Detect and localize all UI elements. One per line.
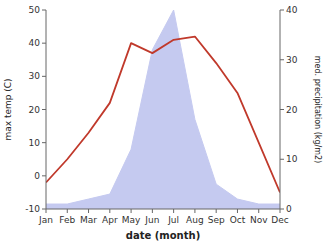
y2-tick — [280, 209, 284, 210]
x-tick-label: Sep — [208, 215, 225, 225]
x-tick-label: Apr — [102, 215, 118, 225]
y2-tick-label: 40 — [286, 5, 298, 15]
y2-tick-label: 10 — [286, 154, 298, 164]
x-tick-label: Oct — [230, 215, 246, 225]
y-tick-label: 0 — [34, 171, 40, 181]
plot-area — [46, 10, 280, 209]
y2-tick-label: 30 — [286, 55, 298, 65]
y-tick — [42, 209, 46, 210]
x-tick-label: Jan — [38, 215, 53, 225]
x-tick — [216, 209, 217, 213]
y2-tick-label: 20 — [286, 105, 298, 115]
y-tick — [42, 76, 46, 77]
x-tick-label: May — [122, 215, 141, 225]
y2-tick — [280, 59, 284, 60]
y-tick-label: -10 — [25, 204, 40, 214]
y-tick — [42, 10, 46, 11]
x-tick-label: Mar — [80, 215, 97, 225]
x-tick — [88, 209, 89, 213]
y-tick — [42, 142, 46, 143]
x-tick — [258, 209, 259, 213]
y-tick-label: 30 — [29, 71, 41, 81]
y2-tick — [280, 109, 284, 110]
x-tick — [67, 209, 68, 213]
y-tick — [42, 43, 46, 44]
y2-axis-label: med. precipitation (kg/m2) — [313, 56, 322, 163]
x-tick — [152, 209, 153, 213]
y-tick-label: 50 — [29, 5, 41, 15]
x-tick-label: Jul — [167, 215, 179, 225]
precipitation-area — [46, 10, 280, 209]
y-axis-label: max temp (C) — [3, 78, 13, 140]
y2-tick — [280, 159, 284, 160]
x-tick — [109, 209, 110, 213]
y-tick — [42, 109, 46, 110]
x-tick — [194, 209, 195, 213]
x-axis-line — [46, 209, 280, 210]
x-axis-label: date (month) — [126, 230, 200, 241]
x-tick-label: Dec — [271, 215, 288, 225]
x-tick-label: Feb — [59, 215, 75, 225]
y-tick — [42, 175, 46, 176]
temperature-line — [46, 37, 280, 193]
y2-tick — [280, 10, 284, 11]
x-tick-label: Aug — [186, 215, 204, 225]
x-tick-label: Nov — [250, 215, 268, 225]
y2-tick-label: 0 — [286, 204, 292, 214]
chart: Jan Feb Mar Apr MayJun Jul Aug Sep Oct NovDec -10 0… — [0, 0, 326, 247]
x-tick — [131, 209, 132, 213]
x-tick — [46, 209, 47, 213]
x-tick-label: Jun — [144, 215, 159, 225]
y-tick-label: 40 — [29, 38, 41, 48]
x-tick — [237, 209, 238, 213]
x-tick — [173, 209, 174, 213]
y-tick-label: 10 — [29, 138, 41, 148]
x-tick — [280, 209, 281, 213]
y-tick-label: 20 — [29, 105, 41, 115]
